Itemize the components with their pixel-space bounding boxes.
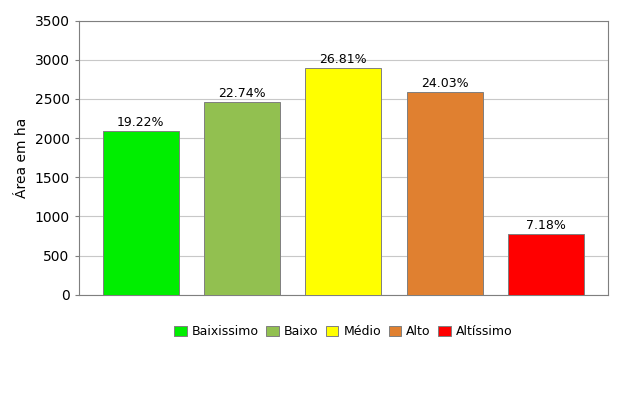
Bar: [103, 131, 179, 295]
Text: 22.74%: 22.74%: [218, 87, 266, 100]
Bar: [508, 234, 584, 295]
Text: 7.18%: 7.18%: [526, 219, 566, 232]
Text: 26.81%: 26.81%: [320, 53, 367, 66]
Text: 24.03%: 24.03%: [421, 77, 468, 90]
Y-axis label: Área em ha: Área em ha: [15, 118, 29, 198]
Bar: [407, 92, 483, 295]
Bar: [204, 102, 280, 295]
Legend: Baixissimo, Baixo, Médio, Alto, Altíssimo: Baixissimo, Baixo, Médio, Alto, Altíssim…: [169, 320, 517, 344]
Bar: [305, 68, 381, 295]
Text: 19.22%: 19.22%: [117, 116, 164, 129]
